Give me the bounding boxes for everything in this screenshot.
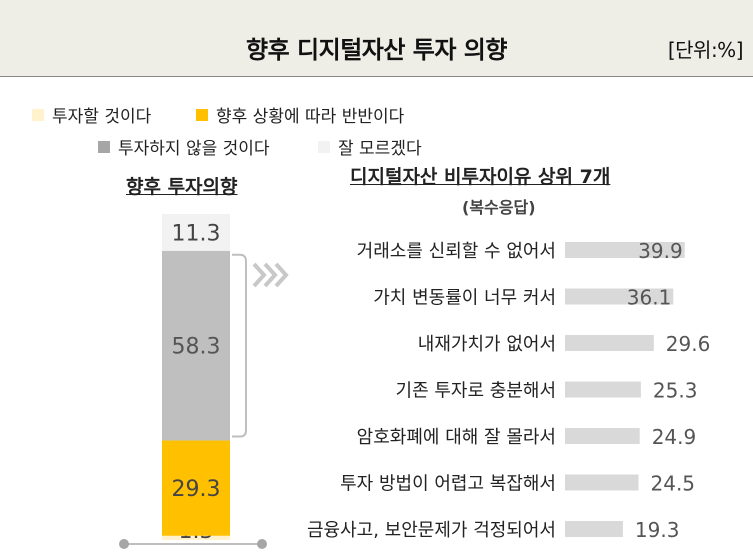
reason-bar-6 — [565, 521, 623, 537]
reason-label-5: 투자 방법이 어렵고 복잡해서 — [340, 474, 556, 495]
baseline-dot-right — [257, 539, 267, 549]
reason-bar-4 — [565, 428, 640, 444]
stack-segment-3 — [162, 214, 230, 251]
stack-segment-2 — [162, 250, 230, 441]
stacked-chart-title: 향후 투자의향 — [126, 176, 238, 198]
legend-swatch-dont-know — [318, 140, 330, 153]
reason-label-1: 가치 변동률이 너무 커서 — [373, 288, 556, 309]
reason-label-6: 금융사고, 보안문제가 걱정되어서 — [307, 520, 556, 541]
page-title: 향후 디지털자산 투자 의향 — [246, 36, 507, 64]
reason-value-label-2: 29.6 — [666, 332, 711, 356]
legend-swatch-will-invest — [32, 108, 44, 121]
legend-swatch-will-not — [98, 140, 110, 153]
reasons-chart-title: 디지털자산 비투자이유 상위 7개 — [350, 166, 611, 188]
baseline-dot-left — [119, 539, 129, 549]
legend-label-dont-know: 잘 모르겠다 — [338, 139, 422, 159]
stack-segment-0 — [162, 535, 230, 540]
reason-bar-1 — [565, 288, 674, 305]
legend-item-dont-know: 잘 모르겠다 — [318, 134, 422, 159]
reason-value-label-5: 24.5 — [651, 472, 696, 496]
legend-item-will-invest: 투자할 것이다 — [32, 102, 151, 127]
reason-label-4: 암호화폐에 대해 잘 몰라서 — [357, 427, 556, 448]
stack-value-label-3: 11.3 — [172, 221, 221, 246]
legend-item-depends: 향후 상황에 따라 반반이다 — [196, 102, 404, 127]
legend-label-will-invest: 투자할 것이다 — [52, 107, 152, 127]
reason-bar-5 — [565, 474, 639, 491]
unit-label: [단위:%] — [667, 38, 744, 62]
stack-segment-1 — [162, 440, 230, 536]
arrow-chevron-icon-1 — [263, 262, 278, 288]
reasons-chart-subtitle: (복수응답) — [462, 198, 536, 217]
legend-label-will-not: 투자하지 않을 것이다 — [118, 139, 270, 159]
legend-item-will-not: 투자하지 않을 것이다 — [98, 134, 270, 159]
header: 향후 디지털자산 투자 의향 [단위:%] — [0, 0, 753, 77]
reason-value-label-3: 25.3 — [653, 379, 698, 403]
legend-swatch-depends — [196, 108, 208, 121]
reason-bar-3 — [565, 381, 641, 398]
reason-label-3: 기존 투자로 충분해서 — [396, 381, 556, 402]
legend-label-depends: 향후 상황에 따라 반반이다 — [216, 107, 405, 127]
reason-bar-0 — [565, 242, 685, 258]
reason-value-label-6: 19.3 — [635, 518, 680, 542]
reason-label-0: 거래소를 신뢰할 수 없어서 — [357, 241, 556, 262]
reason-value-label-1: 36.1 — [627, 286, 672, 310]
reason-value-label-4: 24.9 — [652, 425, 697, 449]
arrow-chevron-icon-2 — [274, 262, 289, 288]
stack-value-label-1: 29.3 — [172, 477, 221, 502]
arrow-chevron-icon-0 — [252, 262, 267, 288]
stack-value-label-2: 58.3 — [172, 335, 221, 360]
reason-label-2: 내재가치가 없어서 — [418, 334, 556, 355]
reason-value-label-0: 39.9 — [638, 239, 683, 263]
bracket — [232, 253, 247, 438]
reason-bar-2 — [565, 335, 654, 351]
